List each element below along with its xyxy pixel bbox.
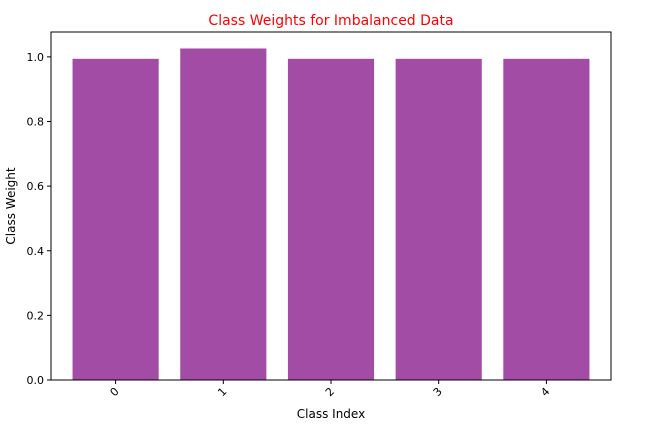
bar-class-0 [72, 58, 159, 380]
y-tick-label: 0.0 [27, 374, 45, 387]
x-axis-ticks: 0 1 2 3 4 [108, 380, 553, 399]
x-tick-label: 1 [215, 385, 229, 399]
x-axis-label: Class Index [297, 407, 365, 421]
bar-class-1 [180, 48, 267, 380]
y-tick-label: 0.8 [27, 116, 45, 129]
bar-class-2 [287, 58, 375, 380]
bar-class-4 [503, 58, 590, 380]
chart-title: Class Weights for Imbalanced Data [208, 13, 453, 29]
bars-group [72, 48, 590, 380]
x-tick-label: 4 [538, 385, 552, 399]
plot-frame [50, 31, 612, 381]
bar-class-3 [395, 58, 482, 380]
y-axis-ticks: 0.0 0.2 0.4 0.6 0.8 1.0 [27, 51, 51, 387]
x-tick-label: 0 [108, 385, 122, 399]
y-axis-label: Class Weight [4, 167, 18, 244]
y-tick-label: 1.0 [27, 51, 45, 64]
x-tick-label: 3 [431, 385, 445, 399]
y-tick-label: 0.6 [27, 180, 45, 193]
y-tick-label: 0.2 [27, 309, 45, 322]
y-tick-label: 0.4 [27, 245, 45, 258]
x-tick-label: 2 [323, 385, 337, 399]
